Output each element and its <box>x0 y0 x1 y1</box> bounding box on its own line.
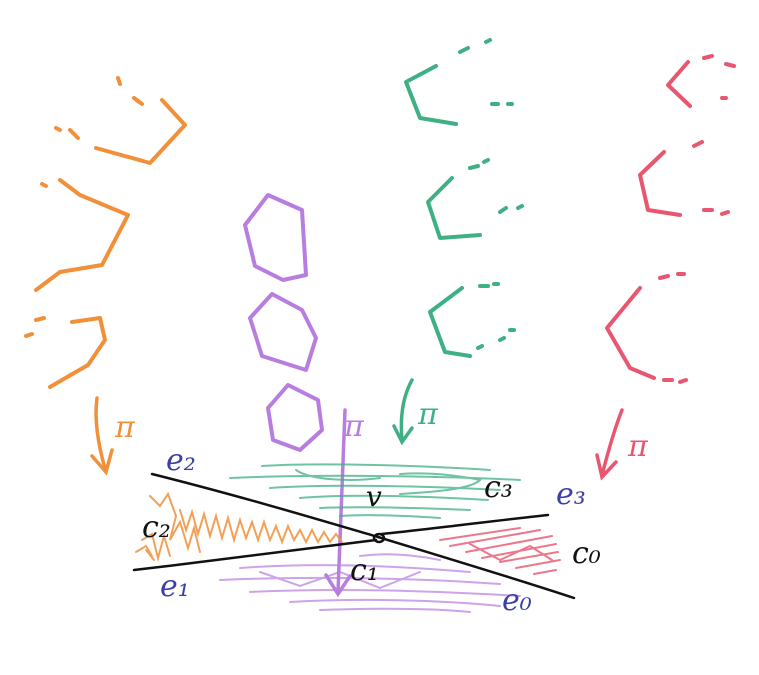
ray-e1 <box>132 538 378 572</box>
label-e3: e₃ <box>556 477 586 512</box>
orange-piece-middle <box>34 178 130 292</box>
purple-pi-label: π <box>343 409 365 444</box>
ray-e0 <box>376 535 576 600</box>
orange-pi-label: π <box>114 410 136 445</box>
purple-hexagon-bottom <box>266 383 324 452</box>
pink-region-c0 <box>439 527 561 575</box>
orange-piece-top <box>54 76 187 165</box>
pink-piece-middle <box>638 140 730 217</box>
orange-region-c2 <box>135 491 343 562</box>
green-piece-bottom <box>428 282 516 358</box>
purple-projection-arrow <box>324 408 352 598</box>
fan-lines <box>132 472 576 600</box>
label-e2: e₂ <box>166 443 196 478</box>
orange-piece-bottom <box>24 316 107 389</box>
label-e0: e₀ <box>502 583 532 618</box>
green-projection-arrow <box>392 378 414 446</box>
green-piece-top <box>404 38 514 126</box>
pink-pi-label: π <box>627 429 649 464</box>
purple-pieces <box>243 193 324 452</box>
purple-hexagon-middle <box>248 292 318 372</box>
orange-pieces <box>24 76 187 389</box>
pink-piece-bottom <box>605 272 688 384</box>
pink-pieces <box>605 54 736 384</box>
label-c1: c₁ <box>350 553 379 588</box>
green-pi-label: π <box>417 397 439 432</box>
pink-projection-arrow <box>595 408 624 481</box>
label-vertex: v <box>366 480 382 513</box>
green-pieces <box>404 38 524 358</box>
orange-projection-arrow <box>90 396 114 476</box>
ray-e2 <box>150 472 380 539</box>
green-piece-middle <box>426 158 524 240</box>
vertex-node <box>372 532 386 544</box>
purple-hexagon-top <box>243 193 308 282</box>
purple-region-c1 <box>219 553 521 613</box>
green-region-c3 <box>229 463 521 519</box>
ray-e3 <box>380 513 550 536</box>
label-c3: c₃ <box>484 470 513 505</box>
label-c0: c₀ <box>572 536 601 571</box>
label-e1: e₁ <box>160 569 190 604</box>
label-c2: c₂ <box>142 510 171 545</box>
pink-piece-top <box>666 54 736 108</box>
